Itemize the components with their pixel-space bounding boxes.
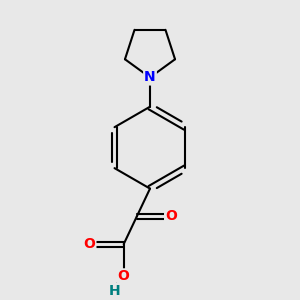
Text: O: O bbox=[165, 209, 177, 224]
Text: H: H bbox=[109, 284, 121, 298]
Text: O: O bbox=[118, 269, 130, 284]
Text: N: N bbox=[144, 70, 156, 84]
Text: O: O bbox=[83, 237, 95, 251]
